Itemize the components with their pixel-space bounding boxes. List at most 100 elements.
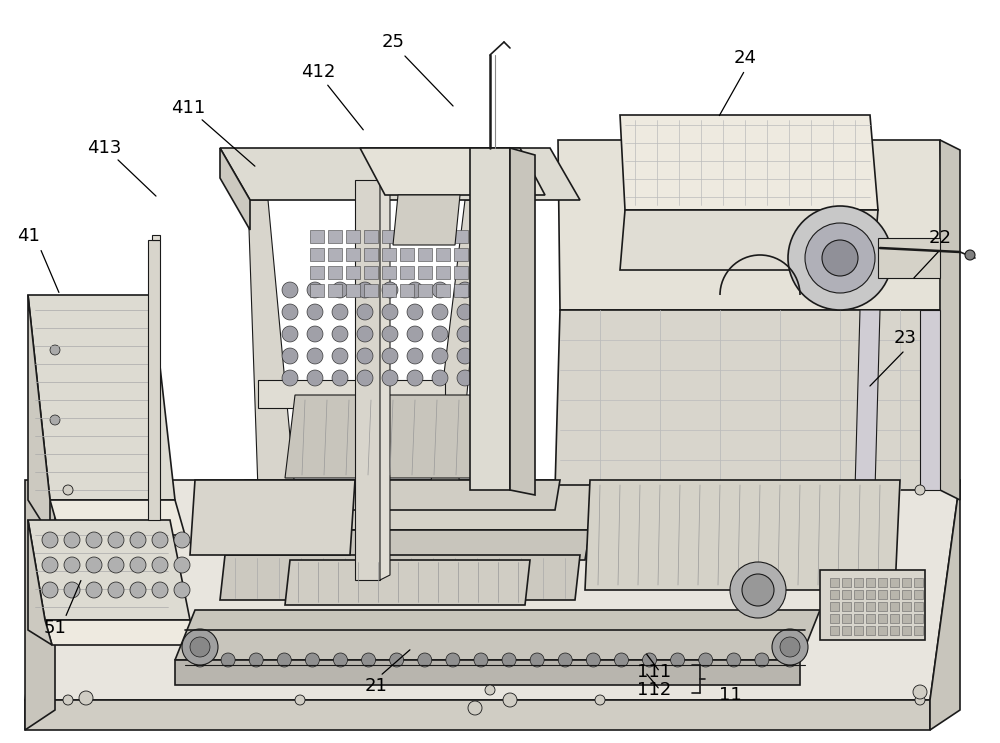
Circle shape — [780, 637, 800, 657]
Polygon shape — [28, 520, 52, 645]
Circle shape — [805, 223, 875, 293]
Circle shape — [530, 653, 544, 667]
Circle shape — [671, 653, 685, 667]
Bar — [346, 248, 360, 261]
Text: 11: 11 — [719, 686, 741, 704]
Bar — [866, 614, 875, 623]
Circle shape — [152, 582, 168, 598]
Circle shape — [382, 304, 398, 320]
Circle shape — [382, 282, 398, 298]
Bar — [364, 230, 378, 243]
Bar — [878, 626, 887, 635]
Circle shape — [42, 557, 58, 573]
Bar — [866, 578, 875, 587]
Bar — [418, 284, 432, 297]
Bar — [866, 602, 875, 611]
Text: 111: 111 — [637, 663, 671, 681]
Circle shape — [742, 574, 774, 606]
Circle shape — [915, 485, 925, 495]
Bar — [878, 614, 887, 623]
Bar — [472, 284, 486, 297]
Text: 23: 23 — [894, 329, 916, 347]
Circle shape — [915, 695, 925, 705]
Bar — [902, 590, 911, 599]
Circle shape — [730, 562, 786, 618]
Circle shape — [42, 532, 58, 548]
Circle shape — [407, 326, 423, 342]
Circle shape — [362, 653, 376, 667]
Bar — [854, 590, 863, 599]
Circle shape — [63, 695, 73, 705]
Polygon shape — [510, 148, 535, 495]
Circle shape — [382, 370, 398, 386]
Bar — [454, 230, 468, 243]
Circle shape — [79, 691, 93, 705]
Circle shape — [277, 653, 291, 667]
Circle shape — [783, 653, 797, 667]
Bar — [454, 266, 468, 279]
Bar — [152, 235, 160, 240]
Bar — [328, 248, 342, 261]
Polygon shape — [558, 140, 945, 310]
Circle shape — [357, 326, 373, 342]
Circle shape — [755, 653, 769, 667]
Circle shape — [457, 304, 473, 320]
Circle shape — [332, 282, 348, 298]
Circle shape — [446, 653, 460, 667]
Bar — [400, 248, 414, 261]
Circle shape — [485, 685, 495, 695]
Circle shape — [407, 370, 423, 386]
Bar — [830, 590, 839, 599]
Circle shape — [108, 557, 124, 573]
Circle shape — [407, 304, 423, 320]
Circle shape — [307, 326, 323, 342]
Bar — [418, 230, 432, 243]
Circle shape — [727, 653, 741, 667]
Circle shape — [332, 326, 348, 342]
Bar — [866, 626, 875, 635]
Bar — [914, 614, 923, 623]
Circle shape — [457, 370, 473, 386]
Circle shape — [558, 653, 572, 667]
Bar — [902, 578, 911, 587]
Circle shape — [643, 653, 657, 667]
Polygon shape — [285, 395, 490, 478]
Bar — [400, 230, 414, 243]
Bar — [418, 266, 432, 279]
Bar — [878, 578, 887, 587]
Circle shape — [307, 370, 323, 386]
Bar — [842, 602, 851, 611]
Circle shape — [174, 532, 190, 548]
Circle shape — [432, 282, 448, 298]
Bar — [830, 578, 839, 587]
Circle shape — [174, 557, 190, 573]
Circle shape — [282, 282, 298, 298]
Circle shape — [822, 240, 858, 276]
Bar — [830, 602, 839, 611]
Circle shape — [457, 348, 473, 364]
Bar — [866, 590, 875, 599]
Circle shape — [182, 629, 218, 665]
Bar — [902, 614, 911, 623]
Bar — [364, 266, 378, 279]
Circle shape — [86, 582, 102, 598]
Bar — [400, 284, 414, 297]
Polygon shape — [620, 115, 878, 210]
Bar — [902, 602, 911, 611]
Bar — [854, 626, 863, 635]
Bar — [890, 626, 899, 635]
Polygon shape — [25, 480, 55, 730]
Polygon shape — [230, 530, 590, 560]
Circle shape — [390, 653, 404, 667]
Bar — [842, 578, 851, 587]
Bar — [914, 602, 923, 611]
Bar — [472, 266, 486, 279]
Polygon shape — [175, 660, 800, 685]
Bar — [328, 266, 342, 279]
Bar — [436, 230, 450, 243]
Circle shape — [699, 653, 713, 667]
Bar — [382, 284, 396, 297]
Circle shape — [86, 532, 102, 548]
Circle shape — [295, 695, 305, 705]
Polygon shape — [355, 180, 380, 580]
